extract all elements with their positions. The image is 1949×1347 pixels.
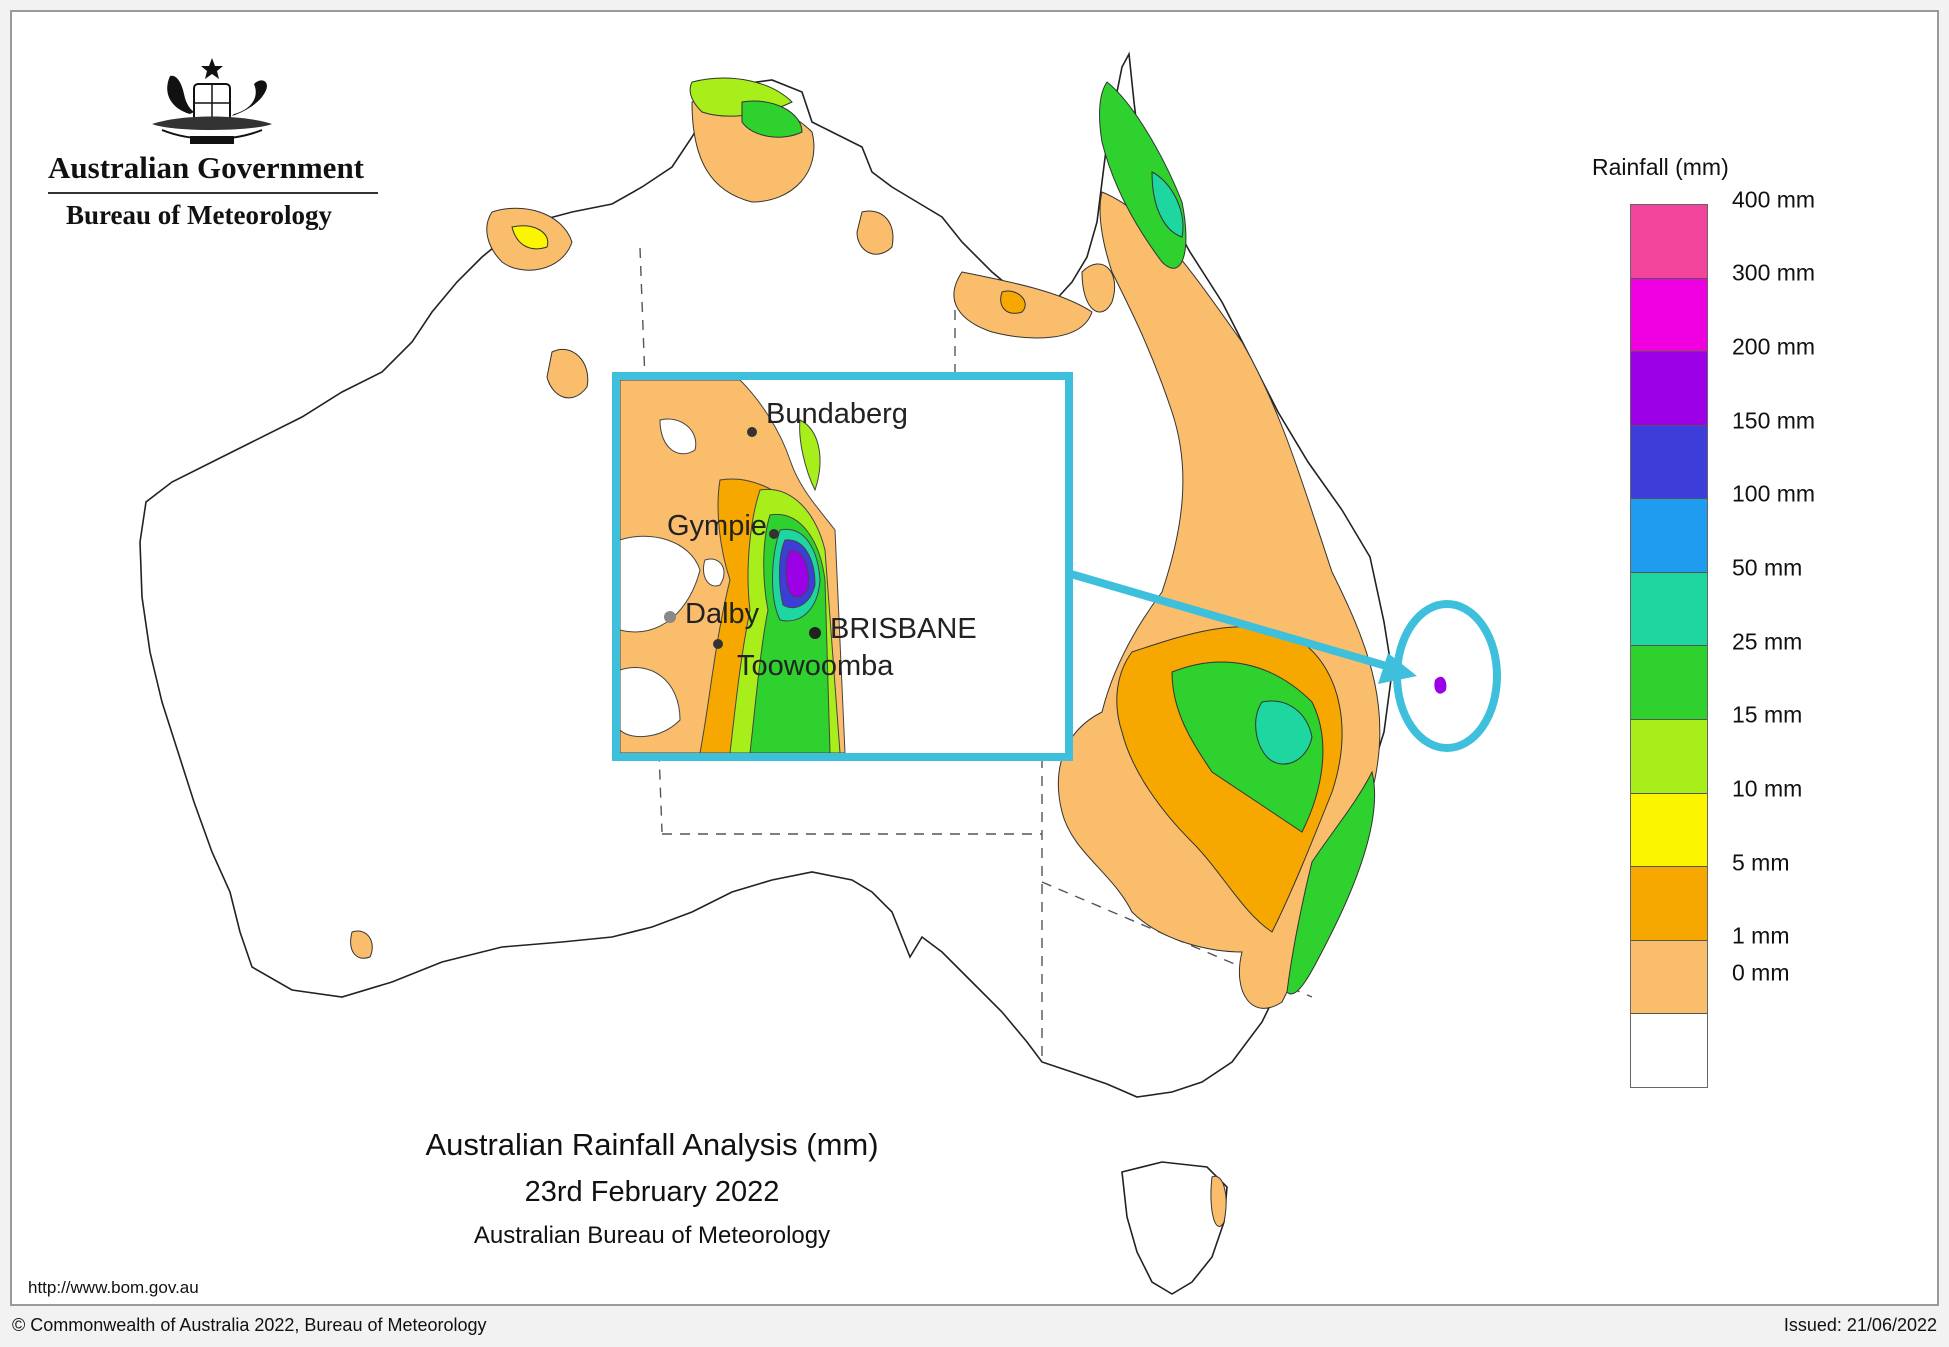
legend-swatch: [1631, 499, 1707, 573]
legend-label: 400 mm: [1732, 186, 1816, 213]
legend-swatch: [1631, 720, 1707, 794]
legend-label: 1 mm: [1732, 922, 1790, 949]
legend-label: 300 mm: [1732, 259, 1816, 286]
legend-label: 200 mm: [1732, 333, 1816, 360]
legend-swatch: [1631, 646, 1707, 721]
toowoomba-dot: [713, 639, 723, 649]
inset-map: [620, 380, 1065, 753]
legend-swatch: [1631, 425, 1707, 500]
legend-swatch: [1631, 205, 1707, 279]
dalby-label: Dalby: [685, 598, 760, 630]
legend-label: 25 mm: [1732, 628, 1803, 655]
bundaberg-dot: [747, 427, 757, 437]
legend-label: 100 mm: [1732, 480, 1816, 507]
toowoomba-label: Toowoomba: [737, 650, 894, 682]
gympie-dot: [769, 529, 779, 539]
legend-swatch: [1631, 940, 1707, 1015]
dalby-dot: [664, 611, 676, 623]
legend-swatch: [1631, 1014, 1707, 1087]
legend-label: 150 mm: [1732, 407, 1816, 434]
legend-color-bar: [1630, 204, 1708, 1088]
map-date: 23rd February 2022: [524, 1176, 780, 1208]
legend-label: 15 mm: [1732, 701, 1803, 728]
legend-swatch: [1631, 352, 1707, 426]
legend-label: 50 mm: [1732, 554, 1803, 581]
bom-url-link[interactable]: http://www.bom.gov.au: [28, 1278, 199, 1297]
bureau-name: Bureau of Meteorology: [66, 200, 332, 230]
inset-box: Bundaberg Gympie Dalby BRISBANE Toowoomb…: [612, 372, 1073, 761]
inset-connector-arrowhead: [1378, 653, 1417, 684]
legend-label: 10 mm: [1732, 775, 1803, 802]
legend-label: 0 mm: [1732, 959, 1790, 986]
legend-swatch: [1631, 572, 1707, 647]
map-title: Australian Rainfall Analysis (mm): [425, 1127, 879, 1162]
coat-of-arms-icon: [152, 58, 272, 144]
issued-date: Issued: 21/06/2022: [1783, 1315, 1937, 1335]
gympie-label: Gympie: [667, 510, 767, 542]
rainfall-shading: [350, 77, 1381, 1227]
tasmania-outline: [1121, 1161, 1228, 1295]
legend-swatch: [1631, 867, 1707, 941]
government-name: Australian Government: [48, 150, 365, 185]
map-frame: Australian Government Bureau of Meteorol…: [10, 10, 1939, 1306]
bundaberg-label: Bundaberg: [766, 398, 908, 430]
copyright-notice: © Commonwealth of Australia 2022, Bureau…: [12, 1315, 487, 1335]
legend-label: 5 mm: [1732, 849, 1790, 876]
highlight-region: [1434, 676, 1447, 694]
map-source: Australian Bureau of Meteorology: [473, 1222, 831, 1249]
legend-swatch: [1631, 278, 1707, 353]
brisbane-label: BRISBANE: [830, 613, 977, 645]
brisbane-dot: [809, 627, 821, 639]
inset-connector: [1062, 568, 1402, 674]
logo-divider: [48, 192, 378, 194]
legend-title: Rainfall (mm): [1592, 154, 1729, 180]
legend-swatch: [1631, 793, 1707, 868]
